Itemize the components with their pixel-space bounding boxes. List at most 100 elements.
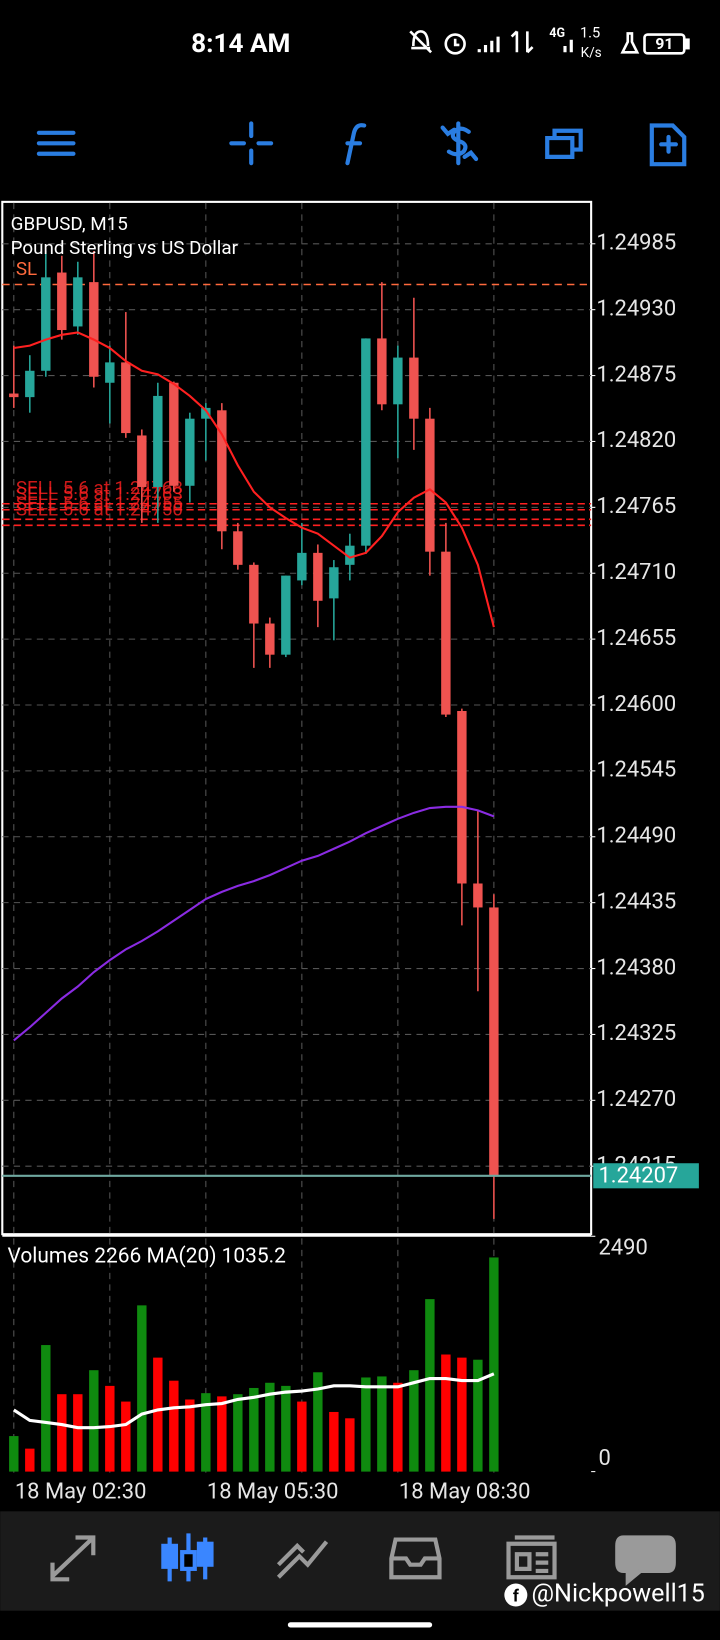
candle-body — [473, 883, 483, 908]
volume-bar — [89, 1370, 99, 1472]
volume-bar — [185, 1399, 195, 1472]
y-tick-label: 1.24490 — [596, 824, 676, 849]
candle-body — [281, 575, 291, 655]
facebook-glyph: f — [513, 1587, 519, 1607]
y-tick-label: 1.24600 — [596, 692, 676, 717]
y-tick-label: 1.24820 — [596, 428, 676, 453]
candle-body — [297, 552, 307, 581]
volume-bar — [73, 1394, 83, 1472]
candle-body — [121, 362, 131, 434]
volume-bar — [233, 1394, 243, 1472]
volume-bar — [217, 1396, 227, 1472]
candle-body — [329, 567, 339, 599]
status-icons — [409, 30, 690, 55]
volume-bar — [457, 1357, 467, 1472]
price-tag-label: 1.24207 — [598, 1164, 678, 1189]
candle-body — [345, 545, 355, 565]
y-tick-label: 1.24380 — [596, 955, 676, 980]
volume-bar — [329, 1411, 339, 1472]
candle-body — [25, 370, 35, 398]
menu-button[interactable] — [36, 130, 76, 156]
candle-body — [89, 282, 99, 377]
candle-body — [105, 362, 115, 383]
y-tick-label: 0 — [598, 1446, 610, 1471]
y-tick-label: 1.24930 — [596, 296, 676, 321]
y-tick-label: 1.24435 — [596, 889, 676, 914]
quotes-tab[interactable] — [50, 1535, 96, 1582]
volume-bar — [137, 1305, 147, 1472]
candle-body — [457, 710, 467, 884]
battery-level: 91 — [655, 34, 673, 53]
trade-button[interactable] — [440, 121, 479, 166]
toolbar — [36, 121, 687, 167]
volume-bar — [249, 1387, 259, 1472]
y-tick-label: 1.24325 — [596, 1021, 676, 1046]
volume-bar — [425, 1299, 435, 1472]
moving-average — [13, 805, 495, 1042]
chart-subtitle: Pound Sterling vs US Dollar — [11, 237, 239, 259]
volume-bar — [9, 1436, 19, 1472]
indicators-button[interactable] — [345, 123, 367, 166]
volume-bar — [169, 1380, 179, 1472]
volume-bar — [201, 1393, 211, 1472]
candle-body — [137, 435, 147, 487]
net-speed-unit: K/s — [581, 45, 602, 61]
candle-body — [201, 407, 211, 419]
y-tick-label: 2490 — [598, 1236, 647, 1261]
volume-bar — [281, 1385, 291, 1472]
x-tick-label: 18 May 08:30 — [399, 1479, 531, 1504]
volume-ma — [12, 1372, 495, 1430]
candle-body — [41, 277, 51, 371]
candle-body — [409, 357, 419, 419]
history-tab[interactable] — [389, 1537, 442, 1580]
crosshair-button[interactable] — [229, 121, 274, 166]
y-tick-label: 1.24875 — [596, 362, 676, 387]
candle-body — [185, 418, 195, 486]
stop-loss-label: SL — [16, 258, 37, 280]
new-order-button[interactable] — [649, 123, 687, 167]
messages-tab[interactable] — [615, 1535, 676, 1586]
chart-title: GBPUSD, M15 — [11, 213, 128, 235]
news-tab[interactable] — [506, 1535, 557, 1580]
candle-body — [169, 382, 179, 486]
facebook-icon — [504, 1583, 528, 1607]
candle-body — [217, 410, 227, 532]
volume-bar — [313, 1372, 323, 1472]
volume-bar — [25, 1448, 35, 1472]
y-tick-label: 1.24985 — [596, 231, 676, 256]
candle-body — [9, 393, 19, 398]
y-tick-label: 1.24710 — [596, 560, 676, 585]
volume-bar — [121, 1401, 131, 1472]
y-tick-label: 1.24655 — [596, 626, 676, 651]
bottom-nav — [0, 1511, 720, 1611]
candle-body — [57, 272, 67, 331]
volume-bar — [393, 1382, 403, 1472]
candle-body — [313, 552, 323, 601]
clock: 8:14 AM — [191, 29, 290, 59]
windows-button[interactable] — [545, 128, 583, 159]
trade-tab[interactable] — [276, 1540, 329, 1579]
volume-bar — [473, 1359, 483, 1472]
volume-bar — [441, 1354, 451, 1472]
candle-body — [153, 395, 163, 487]
volume-bar — [57, 1394, 67, 1472]
volume-bar — [489, 1257, 499, 1472]
volume-bar — [297, 1401, 307, 1472]
volume-bar — [345, 1418, 355, 1472]
volume-bar — [361, 1377, 371, 1472]
nav-icons — [50, 1533, 676, 1586]
candle-body — [377, 338, 387, 405]
candle-body — [265, 623, 275, 655]
volume-bar — [409, 1370, 419, 1472]
y-tick-label: 1.24270 — [596, 1087, 676, 1112]
home-indicator — [287, 1622, 433, 1628]
y-tick-label: 1.24765 — [596, 494, 676, 519]
volume-bar — [377, 1376, 387, 1472]
candle-body — [393, 357, 403, 405]
volume-bar — [153, 1357, 163, 1472]
candle-body — [233, 531, 243, 565]
chart-tab[interactable] — [161, 1533, 214, 1582]
